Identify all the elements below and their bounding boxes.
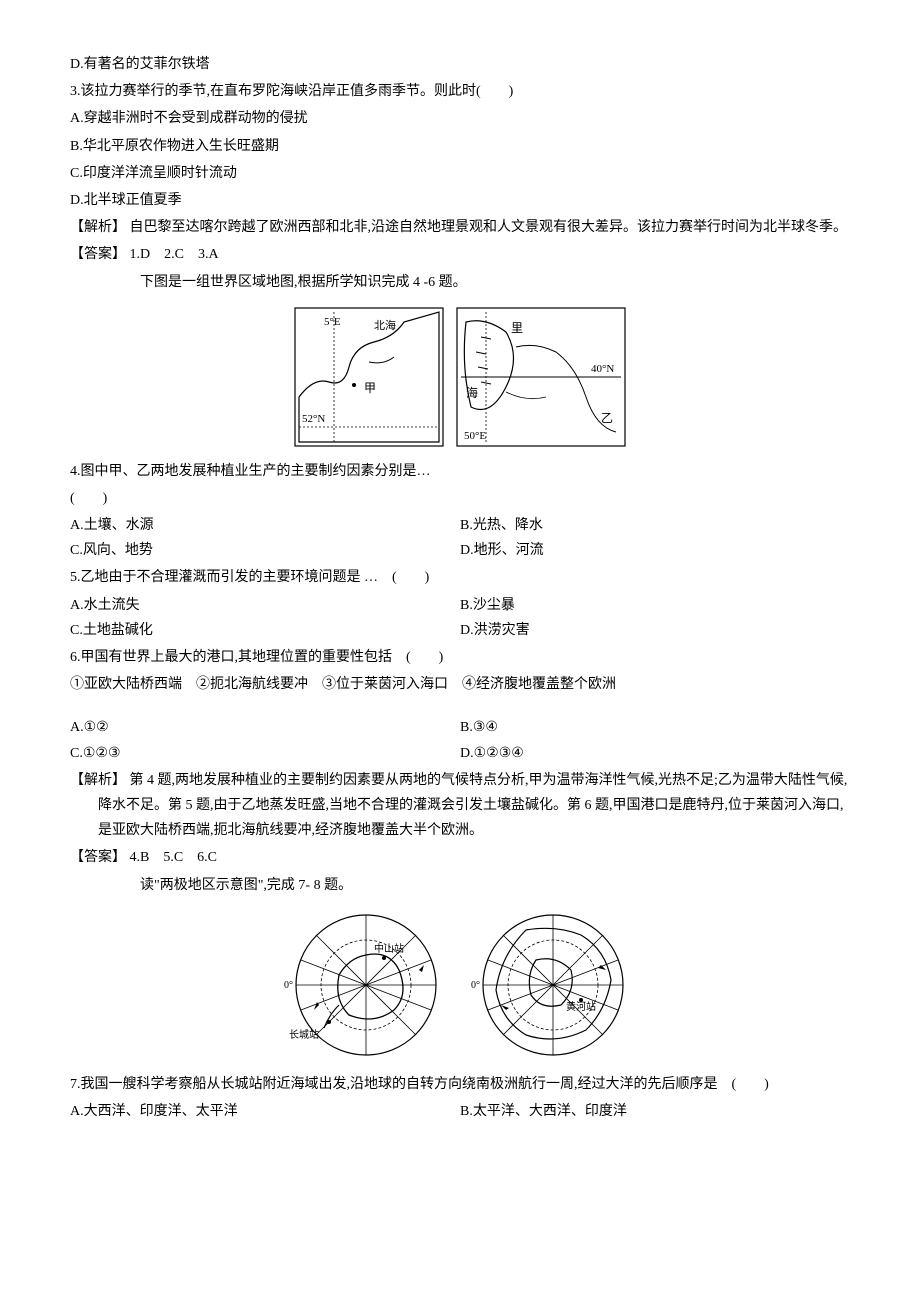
group3-intro: 读"两极地区示意图",完成 7- 8 题。 [70,873,850,898]
map-figure-row: 5°E 北海 甲 52°N 里 40°N 海 50°E 乙 [70,307,850,447]
svg-text:52°N: 52°N [302,413,325,425]
answer-1: 【答案】 1.D 2.C 3.A [70,242,850,267]
svg-text:40°N: 40°N [591,363,614,375]
q3-option-c: C.印度洋洋流呈顺时针流动 [70,161,850,186]
q7-option-a: A.大西洋、印度洋、太平洋 [70,1099,460,1124]
q4-row-ab: A.土壤、水源 B.光热、降水 [70,513,850,538]
group2-intro: 下图是一组世界区域地图,根据所学知识完成 4 -6 题。 [70,270,850,295]
q7-row-ab: A.大西洋、印度洋、太平洋 B.太平洋、大西洋、印度洋 [70,1099,850,1124]
q4-option-d: D.地形、河流 [460,538,850,563]
answer-2: 【答案】 4.B 5.C 6.C [70,845,850,870]
q7-option-b: B.太平洋、大西洋、印度洋 [460,1099,850,1124]
answer-text-2: 4.B 5.C 6.C [130,850,218,865]
q5-option-b: B.沙尘暴 [460,593,850,618]
question-5: 5.乙地由于不合理灌溉而引发的主要环境问题是 … ( ) [70,565,850,590]
q4-option-a: A.土壤、水源 [70,513,460,538]
option-d: D.有著名的艾菲尔铁塔 [70,52,850,77]
question-6: 6.甲国有世界上最大的港口,其地理位置的重要性包括 ( ) [70,645,850,670]
q5-row-ab: A.水土流失 B.沙尘暴 [70,593,850,618]
polar-south: 中山站 长城站 0° [279,910,454,1060]
svg-text:中山站: 中山站 [374,942,404,955]
map-jia: 5°E 北海 甲 52°N [294,307,444,447]
polar-north: 黄河站 0° [466,910,641,1060]
svg-text:里: 里 [511,321,523,335]
q6-row-cd: C.①②③ D.①②③④ [70,741,850,766]
analysis-label-2: 【解析】 [70,773,126,788]
q3-option-a: A.穿越非洲时不会受到成群动物的侵扰 [70,106,850,131]
polar-figure-row: 中山站 长城站 0° 黄河站 0° [70,910,850,1060]
q5-option-d: D.洪涝灾害 [460,618,850,643]
answer-text: 1.D 2.C 3.A [130,247,219,262]
q3-option-b: B.华北平原农作物进入生长旺盛期 [70,134,850,159]
q5-row-cd: C.土地盐碱化 D.洪涝灾害 [70,618,850,643]
svg-text:0°: 0° [284,980,293,991]
answer-label-2: 【答案】 [70,850,126,865]
svg-text:50°E: 50°E [464,430,486,442]
q6-option-a: A.①② [70,715,460,740]
svg-text:黄河站: 黄河站 [566,1000,596,1013]
svg-text:0°: 0° [471,980,480,991]
svg-text:长城站: 长城站 [289,1028,319,1041]
q4-option-b: B.光热、降水 [460,513,850,538]
svg-text:乙: 乙 [601,411,613,425]
q4-row-cd: C.风向、地势 D.地形、河流 [70,538,850,563]
svg-text:海: 海 [466,385,478,400]
question-3: 3.该拉力赛举行的季节,在直布罗陀海峡沿岸正值多雨季节。则此时( ) [70,79,850,104]
analysis-2: 【解析】 第 4 题,两地发展种植业的主要制约因素要从两地的气候特点分析,甲为温… [70,768,850,844]
svg-text:甲: 甲 [364,381,376,395]
analysis-text-2: 第 4 题,两地发展种植业的主要制约因素要从两地的气候特点分析,甲为温带海洋性气… [98,773,847,838]
q3-option-d: D.北半球正值夏季 [70,188,850,213]
q6-option-b: B.③④ [460,715,850,740]
q6-option-c: C.①②③ [70,741,460,766]
q5-option-c: C.土地盐碱化 [70,618,460,643]
analysis-1: 【解析】 自巴黎至达喀尔跨越了欧洲西部和北非,沿途自然地理景观和人文景观有很大差… [70,215,850,240]
map-yi: 里 40°N 海 50°E 乙 [456,307,626,447]
q4-blank: ( ) [70,486,850,511]
question-7: 7.我国一艘科学考察船从长城站附近海域出发,沿地球的自转方向绕南极洲航行一周,经… [70,1072,850,1097]
analysis-label: 【解析】 [70,220,126,235]
q6-items: ①亚欧大陆桥西端 ②扼北海航线要冲 ③位于莱茵河入海口 ④经济腹地覆盖整个欧洲 [70,672,850,697]
q6-option-d: D.①②③④ [460,741,850,766]
answer-label: 【答案】 [70,247,126,262]
svg-text:5°E: 5°E [324,316,341,328]
svg-text:北海: 北海 [374,318,396,332]
q5-option-a: A.水土流失 [70,593,460,618]
q4-option-c: C.风向、地势 [70,538,460,563]
analysis-text: 自巴黎至达喀尔跨越了欧洲西部和北非,沿途自然地理景观和人文景观有很大差异。该拉力… [130,220,848,235]
q6-row-ab: A.①② B.③④ [70,715,850,740]
question-4: 4.图中甲、乙两地发展种植业生产的主要制约因素分别是… [70,459,850,484]
